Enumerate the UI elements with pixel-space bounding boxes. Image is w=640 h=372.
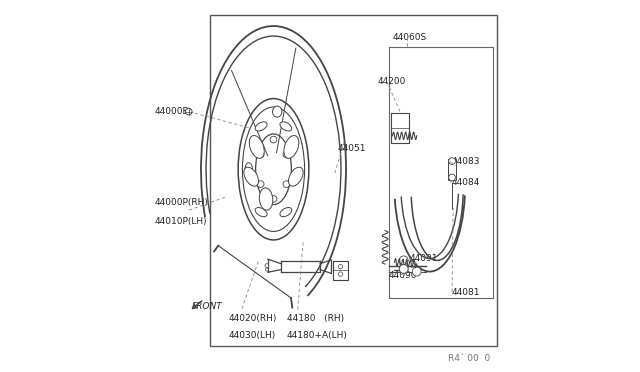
Bar <box>390 113 410 143</box>
Circle shape <box>338 264 342 269</box>
Ellipse shape <box>289 167 303 186</box>
Text: 44180   (RH): 44180 (RH) <box>287 314 344 323</box>
Circle shape <box>338 272 342 276</box>
Text: 44091: 44091 <box>410 254 438 263</box>
Circle shape <box>257 181 264 187</box>
Text: 44010P(LH): 44010P(LH) <box>154 217 207 226</box>
Ellipse shape <box>249 135 264 158</box>
Text: 44084: 44084 <box>452 178 481 187</box>
Ellipse shape <box>255 208 267 217</box>
Ellipse shape <box>284 135 299 158</box>
Text: 44000P(RH): 44000P(RH) <box>154 198 209 207</box>
Text: 44030(LH): 44030(LH) <box>229 331 276 340</box>
Circle shape <box>399 264 408 273</box>
Text: 44000B: 44000B <box>154 107 189 116</box>
Text: FRONT: FRONT <box>191 302 223 311</box>
Circle shape <box>412 267 421 276</box>
Circle shape <box>283 181 290 187</box>
Text: 44083: 44083 <box>452 157 481 166</box>
Text: 44020(RH): 44020(RH) <box>229 314 277 323</box>
Ellipse shape <box>255 122 267 131</box>
Ellipse shape <box>244 167 259 186</box>
Bar <box>333 261 348 280</box>
Text: 44051: 44051 <box>338 144 366 153</box>
Text: 44090: 44090 <box>389 271 417 280</box>
Text: R4´ 00  0: R4´ 00 0 <box>449 355 491 363</box>
Circle shape <box>270 196 277 202</box>
Ellipse shape <box>280 122 292 131</box>
Circle shape <box>186 108 192 115</box>
Circle shape <box>399 256 408 265</box>
Ellipse shape <box>259 188 273 210</box>
Circle shape <box>257 151 264 158</box>
Bar <box>449 159 456 180</box>
Text: 44200: 44200 <box>378 77 406 86</box>
Circle shape <box>449 158 456 164</box>
Text: 44081: 44081 <box>452 288 481 296</box>
Circle shape <box>283 151 290 158</box>
Ellipse shape <box>273 106 282 117</box>
Circle shape <box>266 268 268 271</box>
Text: 44060S: 44060S <box>392 33 427 42</box>
Ellipse shape <box>280 208 292 217</box>
Text: 44180+A(LH): 44180+A(LH) <box>287 331 348 340</box>
Bar <box>211 15 497 346</box>
Circle shape <box>270 136 277 143</box>
Circle shape <box>449 174 456 181</box>
Circle shape <box>265 264 269 267</box>
Ellipse shape <box>245 163 253 176</box>
